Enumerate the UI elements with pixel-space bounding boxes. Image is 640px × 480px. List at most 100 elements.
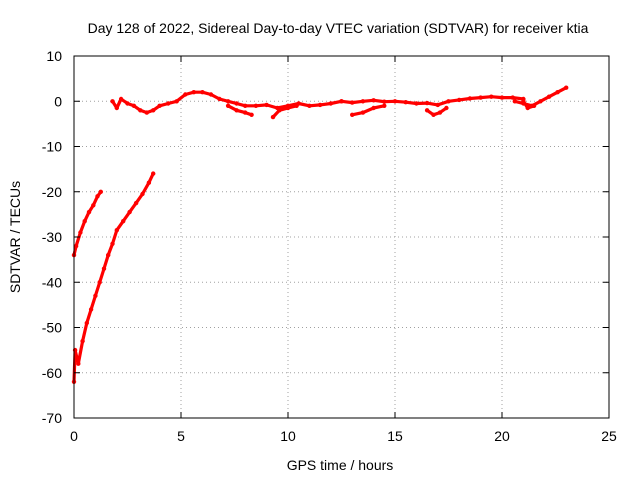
- series-segment-5: [270, 103, 299, 120]
- data-point: [127, 209, 132, 215]
- data-point: [78, 230, 83, 235]
- data-point: [110, 241, 115, 246]
- series-segment-6: [339, 94, 526, 108]
- data-point: [138, 108, 143, 113]
- x-tick-label: 20: [494, 428, 510, 444]
- x-tick-label: 10: [280, 428, 296, 444]
- data-point: [225, 103, 231, 109]
- y-tick-label: -70: [42, 410, 62, 426]
- series-line: [339, 95, 526, 107]
- data-point: [457, 97, 462, 103]
- data-point: [249, 112, 254, 118]
- series-line: [425, 106, 448, 117]
- data-point: [95, 194, 100, 199]
- data-point: [208, 92, 214, 97]
- data-point: [131, 103, 137, 109]
- data-point: [88, 307, 94, 312]
- data-point: [467, 96, 473, 101]
- data-point: [431, 112, 436, 118]
- series-segment-1: [71, 189, 104, 258]
- data-point: [307, 103, 312, 109]
- data-point: [80, 338, 85, 344]
- y-tick-label: -20: [42, 184, 62, 200]
- y-tick-label: 10: [46, 48, 62, 64]
- series-line: [271, 104, 299, 119]
- data-point: [76, 361, 81, 366]
- data-point: [564, 85, 569, 90]
- data-point: [446, 99, 451, 104]
- data-point: [371, 98, 376, 103]
- data-point: [225, 99, 231, 104]
- data-point: [414, 101, 419, 106]
- grid-lines: [74, 56, 609, 418]
- data-point: [174, 99, 179, 104]
- data-point: [328, 101, 333, 106]
- y-tick-label: -40: [42, 274, 62, 290]
- series-segment-9: [512, 85, 569, 109]
- data-point: [444, 105, 449, 111]
- series-segment-7: [350, 103, 387, 118]
- data-point: [86, 209, 92, 215]
- data-point: [73, 243, 79, 249]
- series-line: [72, 172, 155, 384]
- data-point: [510, 95, 515, 100]
- data-point: [538, 99, 543, 104]
- data-point: [234, 101, 239, 106]
- data-point: [285, 105, 291, 111]
- y-tick-label: -10: [42, 139, 62, 155]
- data-point: [437, 110, 443, 115]
- data-point: [121, 219, 126, 224]
- data-point: [521, 99, 526, 104]
- data-point: [118, 96, 124, 102]
- data-point: [114, 105, 120, 111]
- data-point: [243, 110, 248, 115]
- series-segment-2: [71, 171, 156, 384]
- data-point: [277, 108, 282, 113]
- data-point: [133, 200, 139, 206]
- data-point: [98, 189, 104, 194]
- y-tick-label: 0: [54, 93, 62, 109]
- y-tick-label: -50: [42, 320, 62, 336]
- data-point: [531, 103, 537, 109]
- x-tick-label: 15: [387, 428, 403, 444]
- data-point: [424, 108, 430, 113]
- data-point: [555, 90, 560, 95]
- series-line: [350, 104, 386, 117]
- data-point: [82, 219, 87, 224]
- data-point: [270, 114, 276, 120]
- y-tick-label: -60: [42, 365, 62, 381]
- data-point: [546, 94, 552, 99]
- y-tick-label: -30: [42, 229, 62, 245]
- data-point: [93, 293, 98, 298]
- data-point: [525, 105, 530, 111]
- data-point: [512, 99, 517, 104]
- data-point: [84, 320, 90, 326]
- y-axis-label: SDTVAR / TECUs: [7, 181, 23, 293]
- x-tick-label: 5: [177, 428, 185, 444]
- data-point: [478, 95, 483, 100]
- data-point: [101, 266, 107, 271]
- data-point: [97, 280, 102, 285]
- data-point: [234, 108, 239, 113]
- data-point: [191, 90, 196, 95]
- data-point: [91, 203, 96, 208]
- data-point: [339, 99, 344, 104]
- data-point: [424, 100, 430, 106]
- series-line: [110, 90, 344, 115]
- data-point: [200, 90, 205, 95]
- data-point: [183, 92, 188, 97]
- series-segment-4: [225, 103, 254, 118]
- data-point: [146, 180, 152, 185]
- data-point: [435, 102, 440, 108]
- x-tick-label: 25: [601, 428, 617, 444]
- series-line: [226, 104, 254, 117]
- data-point: [144, 110, 149, 115]
- data-point: [151, 171, 156, 176]
- data-point: [350, 100, 355, 105]
- data-point: [392, 99, 398, 104]
- data-point: [157, 103, 162, 109]
- data-point: [243, 103, 248, 109]
- series-segment-8: [424, 105, 449, 118]
- data-series: [71, 85, 569, 384]
